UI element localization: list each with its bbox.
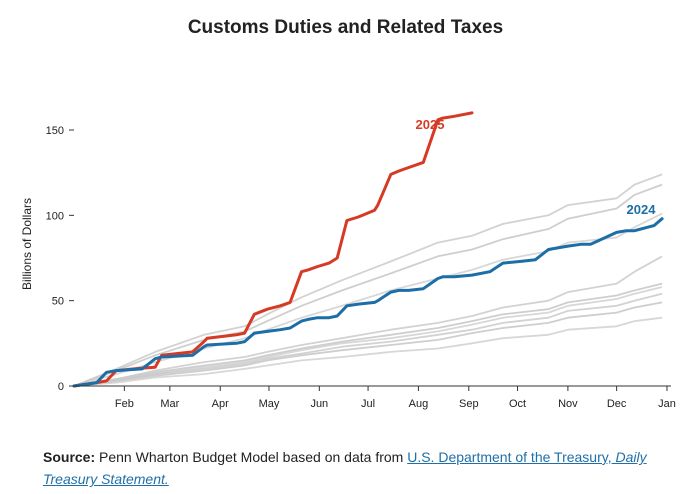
series-label-2024: 2024 xyxy=(627,202,657,217)
history-line-6 xyxy=(73,286,663,387)
x-tick-label-dec: Dec xyxy=(607,398,627,410)
series-label-2025: 2025 xyxy=(416,117,445,132)
history-line-2 xyxy=(73,183,663,387)
history-series-group xyxy=(73,173,663,387)
source-text: Penn Wharton Budget Model based on data … xyxy=(99,449,404,465)
x-tick-label-jan: Jan xyxy=(658,398,676,410)
x-tick-label-jun: Jun xyxy=(310,398,328,410)
x-tick-label-mar: Mar xyxy=(160,398,179,410)
line-chart: 0 50 100 150 Feb Mar Apr May Jun Jul Aug Sep Oct Nov D… xyxy=(20,111,676,410)
x-tick-label-sep: Sep xyxy=(459,398,479,410)
treasury-link-text: U.S. Department of the Treasury, xyxy=(407,449,612,465)
history-line-9 xyxy=(73,316,663,387)
x-tick-label-feb: Feb xyxy=(115,398,134,410)
chart-title: Customs Duties and Related Taxes xyxy=(187,17,504,38)
x-tick-label-may: May xyxy=(259,398,280,410)
axes: 0 50 100 150 Feb Mar Apr May Jun Jul Aug Sep Oct Nov D… xyxy=(46,125,676,410)
history-line-5 xyxy=(73,282,663,387)
x-tick-label-apr: Apr xyxy=(212,398,229,410)
x-tick-label-oct: Oct xyxy=(509,398,526,410)
history-line-4 xyxy=(73,255,663,387)
history-line-3 xyxy=(73,212,663,387)
y-tick-label-100: 100 xyxy=(46,210,64,222)
x-tick-label-nov: Nov xyxy=(558,398,578,410)
y-tick-label-50: 50 xyxy=(52,296,64,308)
y-tick-label-150: 150 xyxy=(46,125,64,137)
x-tick-label-aug: Aug xyxy=(409,398,429,410)
history-line-7 xyxy=(73,292,663,387)
highlight-series-group xyxy=(72,111,664,388)
treasury-link[interactable]: U.S. Department of the Treasury, Daily T… xyxy=(43,449,647,487)
history-line-8 xyxy=(73,301,663,387)
y-tick-label-0: 0 xyxy=(58,381,64,393)
history-line-1 xyxy=(73,173,663,387)
source-note: Source: Penn Wharton Budget Model based … xyxy=(43,446,673,490)
treasury-link-italic: Daily Treasury Statement. xyxy=(43,449,647,487)
series-line-2025 xyxy=(72,111,474,388)
series-line-2024 xyxy=(72,217,664,388)
y-axis-label: Billions of Dollars xyxy=(20,198,34,290)
x-tick-label-jul: Jul xyxy=(361,398,375,410)
source-label: Source: xyxy=(43,449,96,465)
